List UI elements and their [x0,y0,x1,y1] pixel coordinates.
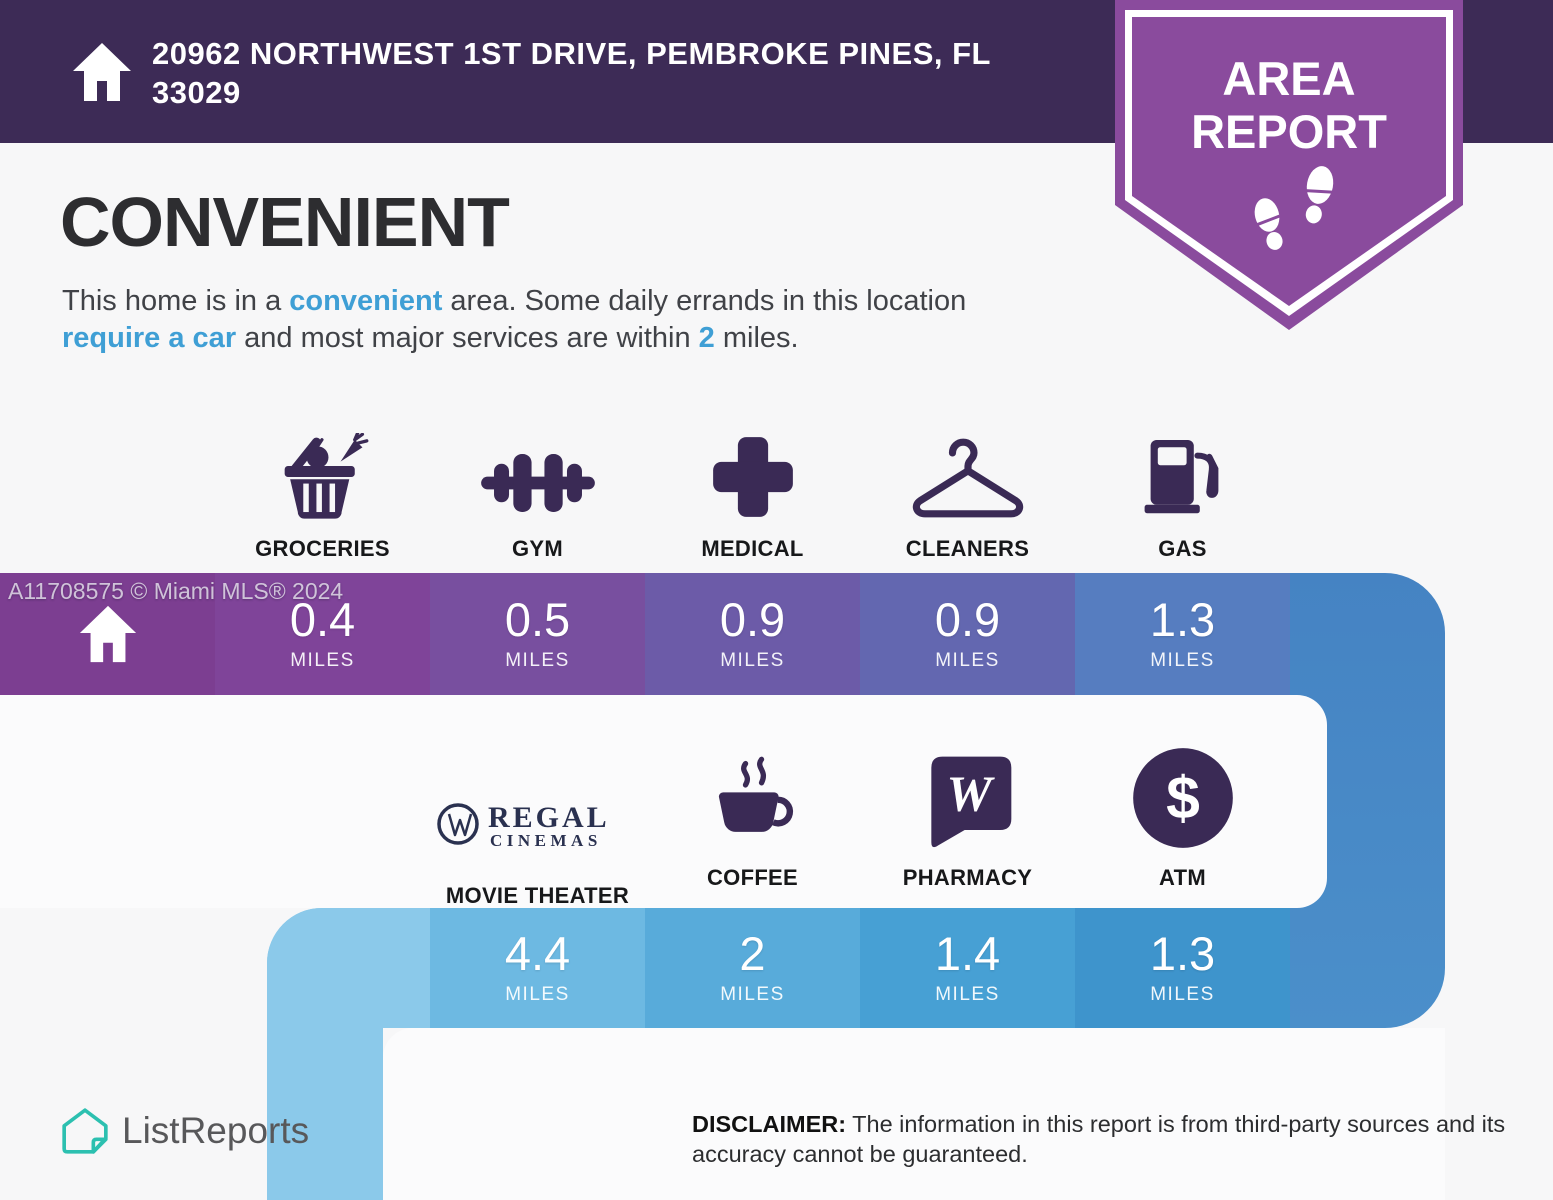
distance-value: 4.4 [504,927,571,980]
distance-value: 1.3 [1149,927,1216,980]
distance-unit: MILES [720,650,785,671]
service-medical: MEDICAL [645,403,860,562]
listreports-wordmark: ListReports [122,1110,310,1151]
mls-watermark: A11708575 © Miami MLS® 2024 [8,578,344,604]
distance-unit: MILES [505,984,570,1005]
distance-value: 0.9 [719,593,786,646]
intro-text: This home is in a [62,285,290,317]
home-icon [79,605,136,663]
service-label: CLEANERS [905,536,1030,561]
intro-text: miles. [714,322,799,354]
service-atm: $ ATM [1075,738,1290,891]
listreports-logo: ListReports [60,1106,309,1156]
groceries-basket-icon [277,403,369,521]
intro-paragraph: This home is in a convenient area. Some … [62,283,1012,357]
service-gym: GYM [430,403,645,562]
distance-value: 1.3 [1149,593,1216,646]
svg-text:CINEMAS: CINEMAS [490,831,602,850]
distance-tile-pharmacy: 1.4 MILES [860,908,1075,1028]
service-label: MEDICAL [701,536,804,561]
svg-text:W: W [946,766,995,823]
distance-unit: MILES [1150,650,1215,671]
disclaimer-body: The information in this report is from t… [692,1111,1506,1167]
disclaimer-label: DISCLAIMER: [692,1111,847,1137]
distance-value: 0.9 [934,593,1001,646]
distance-unit: MILES [720,984,785,1005]
distance-value: 2 [739,927,766,980]
service-pharmacy: W PHARMACY [860,738,1075,891]
dumbbell-icon [479,403,597,521]
intro-text: and most major services are within [236,322,699,354]
intro-highlight-miles: 2 [698,322,715,354]
distance-unit: MILES [1150,984,1215,1005]
band-inner-gap-bottom [383,1028,1445,1200]
intro-highlight-convenient: convenient [289,285,443,317]
badge-line2: REPORT [1191,105,1387,158]
distance-unit: MILES [505,650,570,671]
property-address: 20962 NORTHWEST 1ST DRIVE, PEMBROKE PINE… [152,36,991,110]
svg-text:REGAL: REGAL [488,801,610,834]
service-label: COFFEE [706,865,799,890]
distance-unit: MILES [935,650,1000,671]
footprints-icon [1254,166,1334,250]
distance-tile-gym: 0.5 MILES [430,573,645,695]
gas-pump-icon [1141,403,1225,521]
distance-band-row1: 0.4 MILES 0.5 MILES 0.9 MILES 0.9 MILES … [0,573,1290,695]
distance-tile-coffee: 2 MILES [645,908,860,1028]
service-coffee: COFFEE [645,738,860,891]
distance-band-row2: 4.4 MILES 2 MILES 1.4 MILES 1.3 MILES [267,908,1290,1028]
distance-tile-atm: 1.3 MILES [1075,908,1290,1028]
service-label: GAS [1158,536,1207,561]
intro-text: area. Some daily errands in this locatio… [442,285,967,317]
intro-highlight-car: require a car [62,322,237,354]
badge-line1: AREA [1222,52,1355,105]
distance-tile-cleaners: 0.9 MILES [860,573,1075,695]
svg-text:$: $ [1166,764,1200,832]
distance-unit: MILES [935,984,1000,1005]
home-icon [73,43,131,101]
listreports-house-icon [62,1108,108,1154]
atm-dollar-icon: $ [1131,738,1235,850]
regal-cinemas-logo: REGAL CINEMAS [432,738,644,850]
service-label: GROCERIES [255,536,390,561]
page-title: CONVENIENT [60,183,510,261]
walgreens-icon: W [918,738,1018,850]
service-label: MOVIE THEATER [445,883,630,908]
service-groceries: GROCERIES [215,403,430,562]
hanger-icon [908,403,1028,521]
area-report-badge: AREA REPORT [1115,0,1463,330]
distance-value: 0.5 [504,593,571,646]
medical-cross-icon [709,403,797,521]
distance-value: 0.4 [289,593,356,646]
distance-tile-movie-theater: 4.4 MILES [430,908,645,1028]
distance-unit: MILES [290,650,355,671]
band-home-tile [0,573,215,695]
coffee-cup-icon [705,738,801,850]
distance-tile-groceries: 0.4 MILES [215,573,430,695]
disclaimer-text: DISCLAIMER: The information in this repo… [692,1110,1512,1169]
band-inner-gap-top [0,695,1327,908]
distance-tile-medical: 0.9 MILES [645,573,860,695]
band-spacer-tile [267,908,430,1028]
service-label: ATM [1159,865,1206,890]
service-label: GYM [511,536,563,561]
service-label: PHARMACY [902,865,1033,890]
service-movie-theater: REGAL CINEMAS MOVIE THEATER [430,738,645,909]
service-gas: GAS [1075,403,1290,562]
distance-value: 1.4 [934,927,1001,980]
service-cleaners: CLEANERS [860,403,1075,562]
distance-tile-gas: 1.3 MILES [1075,573,1290,695]
